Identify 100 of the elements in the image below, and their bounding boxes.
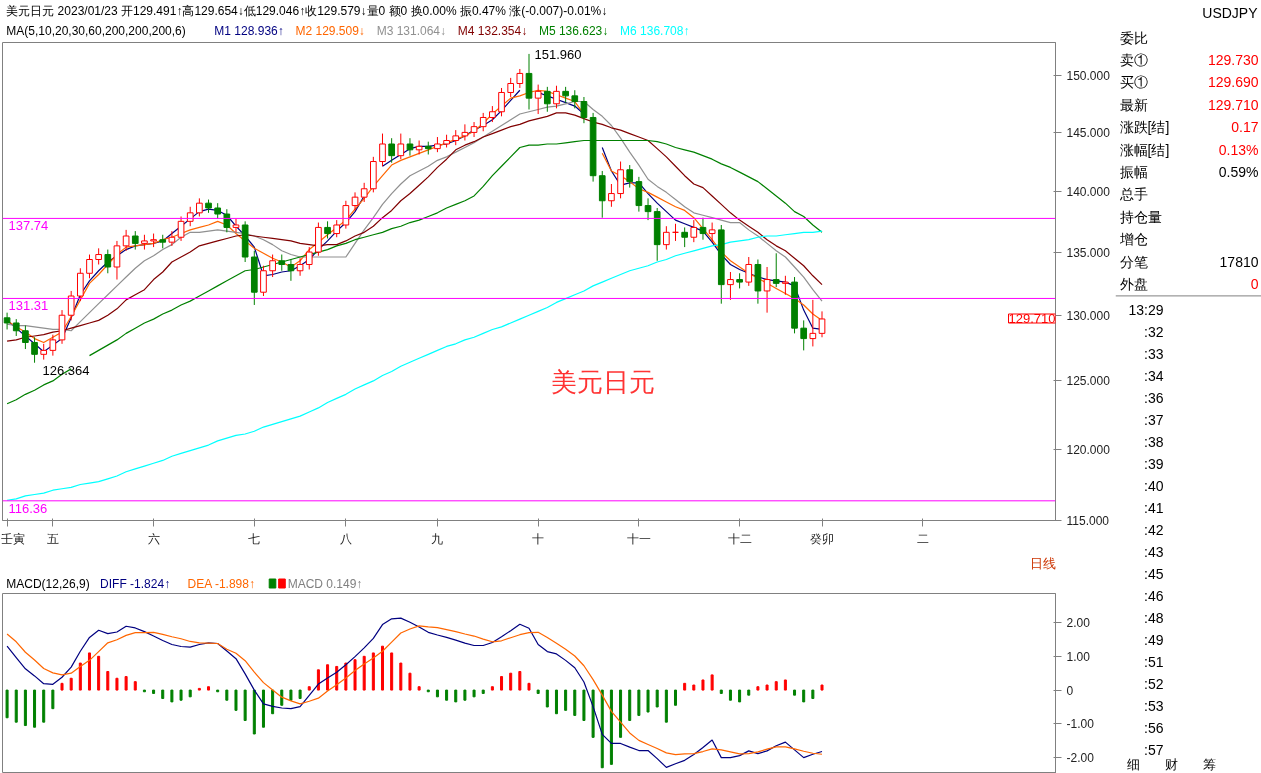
bar [252,689,256,735]
text: :51 [1144,653,1164,670]
candlestick [168,230,176,247]
text: :41 [1144,499,1164,516]
bar [188,689,192,698]
bar [23,689,27,727]
bar [683,682,687,691]
candlestick [635,176,643,213]
bar [664,689,668,723]
bar [234,689,238,711]
bar [454,689,458,703]
text: M2 129.509↓ [295,23,365,38]
x-tick-label: 癸卯 [810,531,835,546]
candlestick [342,200,350,230]
bar [783,679,787,691]
bar [316,669,320,691]
text: 129.690 [1207,74,1259,91]
category-label: 卖① [1119,51,1148,68]
candlestick [690,219,698,243]
y-tick-label: 2.00 [1066,616,1091,631]
bar [738,689,742,703]
y-tick-label: 1.00 [1066,649,1091,664]
candlestick [617,161,624,199]
y-tick-label: -1.00 [1066,717,1095,732]
bar [509,672,513,691]
candlestick [745,256,753,287]
candlestick [397,133,405,160]
candlestick [534,84,542,115]
bar [545,689,549,708]
category-label: 增仓 [1118,231,1148,248]
bar [207,686,211,691]
text: :39 [1144,455,1164,472]
candlestick [232,218,240,233]
text: :52 [1144,675,1164,692]
bar [564,689,568,711]
text: :38 [1144,433,1164,450]
text: M5 136.623↓ [538,23,609,38]
text: DEA -1.898↑ [187,576,255,591]
chart-title: MACD(12,26,9) [6,576,90,591]
candlestick [727,271,734,301]
candlestick [269,254,276,278]
text: 0.17 [1231,119,1259,136]
text: M3 131.064↓ [376,23,447,38]
bar [133,681,137,691]
bar [765,684,769,691]
text: USDJPY [1202,4,1259,21]
bar [472,689,476,698]
bar [5,689,9,719]
bar [152,689,156,694]
category-label: 总手 [1118,186,1148,203]
category-label: 筹 [1203,757,1216,772]
ref-line-label: 137.74 [8,218,49,234]
category-label: 外盘 [1119,275,1148,292]
chart-title: 美元日元 2023/01/23 开129.491↑高129.654↓低129.046↑收129.579↓量0 额0 换0.00% 振0.47% 涨(-0.007)-0.01%↓ [6,3,608,18]
y-tick-label: 150.000 [1066,69,1111,84]
candlestick [571,89,579,109]
candlestick [113,240,121,281]
bar [719,689,723,694]
y-tick-label: 140.000 [1066,184,1111,199]
candlestick [763,266,771,314]
text: :33 [1144,345,1164,362]
text: :46 [1144,587,1164,604]
candlestick [644,197,652,221]
bar [33,689,37,728]
annotation: 151.960 [534,47,582,62]
bar [774,681,778,691]
x-tick-label: 七 [248,531,261,546]
bar [536,689,540,694]
candlestick [177,215,185,242]
candlestick [415,140,423,155]
bar [655,689,659,708]
candlestick [260,265,267,297]
candlestick [681,226,688,248]
text: :49 [1144,631,1164,648]
bar [161,689,165,700]
candlestick [772,252,780,288]
bar [353,659,357,691]
bar [115,677,119,691]
bar [60,682,64,691]
text: DIFF -1.824↑ [100,576,171,591]
category-label: 委比 [1119,29,1148,46]
bar [390,652,394,691]
bar [500,676,504,691]
candlestick [388,137,395,164]
y-tick-label: 120.000 [1066,442,1111,457]
bar [326,664,330,691]
candlestick [360,182,368,203]
line-series [6,230,823,501]
text: :43 [1144,543,1164,560]
category-label: 振幅 [1119,163,1148,180]
text: :48 [1144,609,1164,626]
x-tick-label: 二 [916,531,929,546]
text: M4 132.354↓ [457,23,528,38]
bar [628,689,632,721]
candlestick [498,87,505,117]
bar [124,676,128,691]
category-label: 财 [1165,757,1178,772]
candlestick [296,257,304,277]
candlestick [379,133,386,167]
annotation: 129.710 [1008,311,1056,326]
